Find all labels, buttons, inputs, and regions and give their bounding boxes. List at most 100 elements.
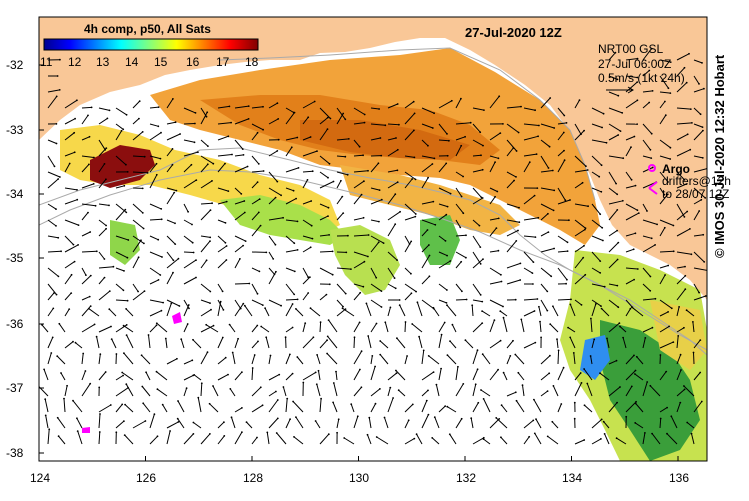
current-arrow-head <box>668 326 670 328</box>
current-arrow-head <box>569 337 571 339</box>
current-arrow-head <box>479 131 481 133</box>
current-arrow-head <box>315 420 317 422</box>
current-arrow-head <box>397 181 399 183</box>
current-arrow-head <box>55 225 57 227</box>
current-arrow-head <box>364 261 366 263</box>
current-arrow-head <box>449 340 451 342</box>
current-arrow-head <box>553 385 555 387</box>
lat-label: -32 <box>6 58 23 72</box>
current-arrow-head <box>174 222 176 224</box>
current-arrow-head <box>392 397 394 399</box>
current-arrow-head <box>297 221 299 223</box>
current-arrow-head <box>350 268 352 270</box>
current-arrow-head <box>584 274 586 276</box>
current-arrow-head <box>289 354 291 356</box>
current-arrow-head <box>620 130 622 132</box>
current-arrow-head <box>140 239 142 241</box>
current-arrow-head <box>522 384 524 386</box>
current-arrow <box>252 368 253 380</box>
current-arrow-head <box>701 62 703 64</box>
current-arrow-head <box>433 371 435 373</box>
current-arrow-head <box>316 150 318 152</box>
current-arrow-head <box>482 353 484 355</box>
current-arrow-head <box>398 389 400 391</box>
current-arrow-head <box>327 215 329 217</box>
current-arrow-head <box>539 321 541 323</box>
current-arrow-head <box>536 187 538 189</box>
current-arrow-head <box>245 240 247 242</box>
current-arrow-head <box>161 256 163 258</box>
current-arrow-head <box>471 304 473 306</box>
current-arrow-head <box>433 112 435 114</box>
current-arrow-head <box>180 338 182 340</box>
current-arrow-head <box>528 436 530 438</box>
current-arrow-head <box>330 118 332 120</box>
current-arrow-head <box>90 275 92 277</box>
current-arrow-head <box>211 202 213 204</box>
current-arrow-head <box>286 398 288 400</box>
current-arrow-head <box>121 372 123 374</box>
current-arrow-head <box>566 122 568 124</box>
current-arrow-head <box>95 205 97 207</box>
current-arrow-head <box>258 163 260 165</box>
current-arrow-head <box>160 208 162 210</box>
current-arrow-head <box>687 133 689 135</box>
current-arrow-head <box>260 225 262 227</box>
current-arrow-head <box>405 321 407 323</box>
current-arrow-head <box>173 192 175 194</box>
current-arrow-head <box>226 245 228 247</box>
current-arrow-head <box>414 157 416 159</box>
current-arrow-head <box>350 403 352 405</box>
current-arrow <box>660 251 674 252</box>
current-arrow-head <box>56 143 58 145</box>
current-arrow-head <box>574 402 576 404</box>
current-arrow-head <box>58 323 60 325</box>
current-arrow-head <box>78 224 80 226</box>
current-arrow-head <box>684 216 686 218</box>
current-arrow-head <box>513 180 515 182</box>
current-arrow-head <box>93 183 95 185</box>
current-arrow-head <box>599 372 601 374</box>
current-arrow-head <box>664 227 666 229</box>
current-arrow-head <box>327 336 329 338</box>
current-arrow-head <box>552 305 554 307</box>
colorbar-tick: 12 <box>68 55 81 69</box>
current-arrow-head <box>328 234 330 236</box>
current-arrow-head <box>122 128 124 130</box>
current-arrow-head <box>615 183 617 185</box>
current-arrow-head <box>56 96 58 98</box>
current-arrow-head <box>631 386 633 388</box>
current-arrow-head <box>342 113 344 115</box>
current-arrow-head <box>573 352 575 354</box>
current-arrow-head <box>480 389 482 391</box>
current-arrow-head <box>143 243 145 245</box>
lon-label: 132 <box>456 471 476 485</box>
current-arrow-head <box>538 306 540 308</box>
current-arrow-head <box>417 301 419 303</box>
current-arrow-head <box>447 206 449 208</box>
current-arrow-head <box>466 299 468 301</box>
current-arrow-head <box>616 193 618 195</box>
current-arrow-head <box>59 176 61 178</box>
current-arrow-head <box>680 369 682 371</box>
current-arrow-head <box>379 340 381 342</box>
current-arrow-head <box>89 231 91 233</box>
current-arrow-head <box>532 272 534 274</box>
current-arrow-head <box>89 136 91 138</box>
current-arrow-head <box>223 421 225 423</box>
current-arrow-head <box>191 224 193 226</box>
current-arrow-head <box>519 279 521 281</box>
current-arrow-head <box>315 372 317 374</box>
current-arrow-head <box>209 302 211 304</box>
current-arrow-head <box>157 435 159 437</box>
current-arrow-head <box>307 116 309 118</box>
current-arrow-head <box>634 422 636 424</box>
current-arrow-head <box>686 309 688 311</box>
current-arrow-head <box>121 130 123 132</box>
current-arrow-head <box>679 402 681 404</box>
current-arrow-head <box>601 419 603 421</box>
current-arrow-head <box>498 95 500 97</box>
current-arrow-head <box>310 307 312 309</box>
current-arrow-head <box>160 158 162 160</box>
current-arrow-head <box>534 310 536 312</box>
